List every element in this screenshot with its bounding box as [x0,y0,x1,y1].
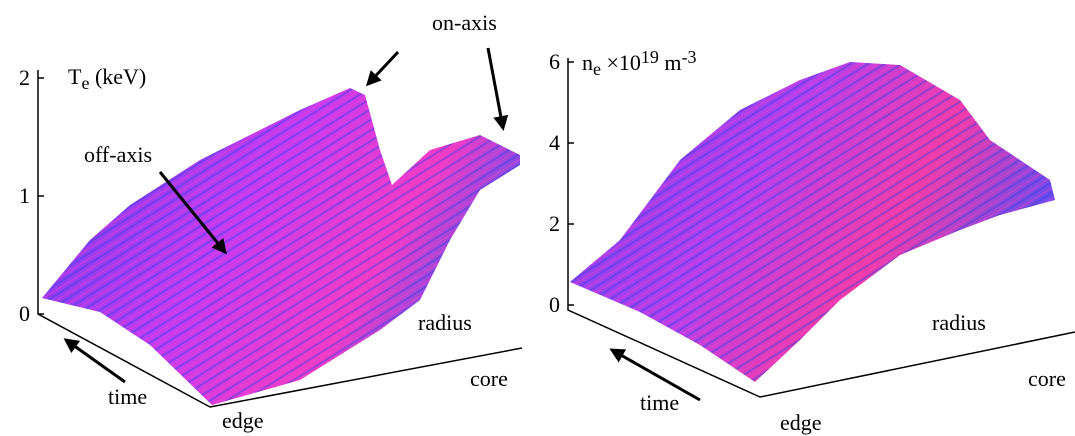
z-axis-label-part: (keV) [89,64,146,89]
z-axis-label-part: e [81,73,89,93]
z-tick-label: 2 [549,211,560,236]
annotation: on-axis [432,10,497,35]
plot: 0 1 2 Te (keV) radius core time edge on-axis off-… [19,10,508,433]
surface-right [570,62,1055,382]
arrows [63,47,701,402]
x-end-label: core [1028,366,1066,391]
z-axis-label-part: m [659,50,682,75]
axes [37,58,1075,408]
z-tick-label: 0 [19,301,30,326]
z-axis-label-part: T [68,64,82,89]
z-axis-label-part: -3 [682,47,697,67]
z-axis-label: Te (keV) [68,64,146,93]
z-tick-label: 6 [549,49,560,74]
z-axis-label-part: ×10 [601,50,641,75]
y-axis-label: time [108,384,147,409]
y-axis-label: time [640,390,679,415]
z-tick-label: 4 [549,130,560,155]
y-end-label: edge [780,410,822,435]
annotation: off-axis [84,142,152,167]
surface-left [42,88,520,405]
z-tick-label: 2 [19,65,30,90]
z-axis-label-part: 19 [641,47,659,67]
y-end-label: edge [222,408,264,433]
x-axis-label: radius [932,310,986,335]
z-tick-label: 0 [549,292,560,317]
z-axis-label-part: n [582,50,593,75]
z-axis-label-part: e [593,59,601,79]
z-axis-label: ne ×1019 m-3 [582,47,697,80]
z-tick-label: 1 [19,183,30,208]
x-end-label: core [470,366,508,391]
x-axis-label: radius [418,310,472,335]
